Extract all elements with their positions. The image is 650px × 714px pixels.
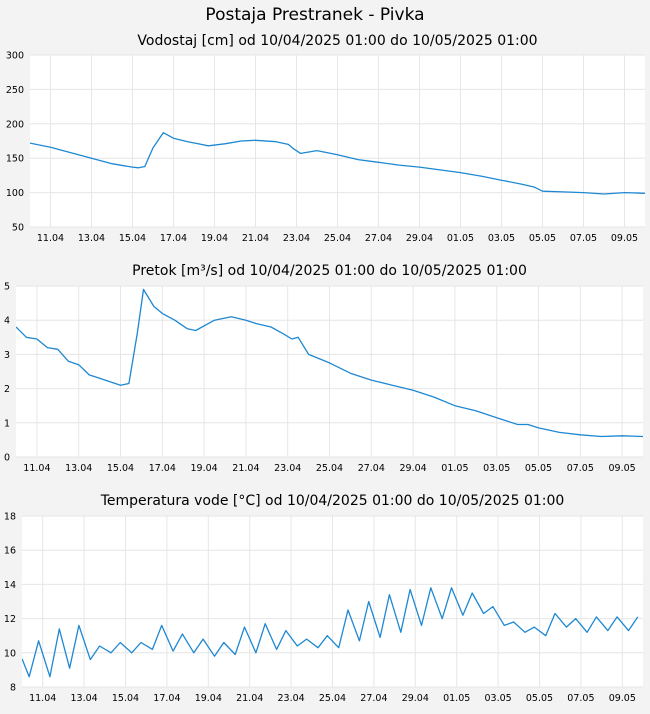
pretok-x-tick-label: 29.04 — [399, 463, 426, 474]
pretok-x-tick-label: 27.04 — [358, 463, 385, 474]
vodostaj-x-tick-label: 15.04 — [119, 233, 146, 244]
vodostaj-x-tick-label: 01.05 — [447, 233, 474, 244]
pretok-x-tick-label: 17.04 — [149, 463, 176, 474]
vodostaj-x-tick-label: 13.04 — [78, 233, 105, 244]
pretok-y-tick-label: 1 — [4, 418, 10, 429]
pretok-x-tick-label: 21.04 — [232, 463, 259, 474]
temperatura-x-tick-label: 01.05 — [443, 693, 470, 704]
temperatura-series-line — [22, 587, 639, 678]
temperatura-title: Temperatura vode [°C] od 10/04/2025 01:0… — [100, 493, 565, 509]
vodostaj-x-tick-label: 05.05 — [529, 233, 556, 244]
vodostaj-y-tick-label: 200 — [6, 119, 24, 130]
vodostaj-x-tick-label: 29.04 — [406, 233, 433, 244]
vodostaj-x-tick-label: 03.05 — [488, 233, 515, 244]
temperatura-x-tick-label: 27.04 — [360, 693, 387, 704]
vodostaj-x-tick-label: 19.04 — [201, 233, 228, 244]
vodostaj-x-tick-label: 11.04 — [37, 233, 64, 244]
vodostaj-x-tick-label: 25.04 — [324, 233, 351, 244]
pretok-x-tick-label: 15.04 — [107, 463, 134, 474]
temperatura-x-tick-label: 05.05 — [526, 693, 553, 704]
main-title: Postaja Prestranek - Pivka — [205, 5, 424, 25]
temperatura-y-tick-label: 14 — [4, 580, 16, 591]
temperatura-x-tick-label: 23.04 — [277, 693, 304, 704]
vodostaj-x-tick-label: 21.04 — [242, 233, 269, 244]
temperatura-x-tick-label: 11.04 — [29, 693, 56, 704]
pretok-x-tick-label: 01.05 — [441, 463, 468, 474]
pretok-x-tick-label: 23.04 — [274, 463, 301, 474]
temperatura-y-tick-label: 10 — [4, 648, 16, 659]
temperatura-x-tick-label: 21.04 — [236, 693, 263, 704]
temperatura-x-tick-label: 29.04 — [402, 693, 429, 704]
temperatura-x-tick-label: 09.05 — [609, 693, 636, 704]
pretok-x-tick-label: 05.05 — [525, 463, 552, 474]
pretok-x-tick-label: 19.04 — [190, 463, 217, 474]
temperatura-x-tick-label: 17.04 — [153, 693, 180, 704]
temperatura-x-tick-label: 15.04 — [112, 693, 139, 704]
vodostaj-x-tick-label: 27.04 — [365, 233, 392, 244]
vodostaj-y-tick-label: 100 — [6, 188, 24, 199]
temperatura-y-tick-label: 12 — [4, 614, 16, 625]
temperatura-chart: Temperatura vode [°C] od 10/04/2025 01:0… — [4, 493, 643, 704]
vodostaj-x-tick-label: 07.05 — [570, 233, 597, 244]
pretok-y-tick-label: 0 — [4, 453, 10, 464]
pretok-x-tick-label: 07.05 — [567, 463, 594, 474]
temperatura-y-tick-label: 18 — [4, 512, 16, 523]
vodostaj-x-tick-label: 23.04 — [283, 233, 310, 244]
vodostaj-title: Vodostaj [cm] od 10/04/2025 01:00 do 10/… — [137, 33, 537, 49]
pretok-series-line — [16, 288, 643, 438]
vodostaj-x-tick-label: 17.04 — [160, 233, 187, 244]
temperatura-x-tick-label: 19.04 — [195, 693, 222, 704]
pretok-y-tick-label: 2 — [4, 384, 10, 395]
pretok-x-tick-label: 03.05 — [483, 463, 510, 474]
temperatura-x-tick-label: 03.05 — [484, 693, 511, 704]
vodostaj-y-tick-label: 150 — [6, 154, 24, 165]
temperatura-x-tick-label: 13.04 — [70, 693, 97, 704]
temperatura-x-tick-label: 07.05 — [567, 693, 594, 704]
pretok-x-tick-label: 25.04 — [316, 463, 343, 474]
pretok-y-tick-label: 3 — [4, 350, 10, 361]
pretok-chart: Pretok [m³/s] od 10/04/2025 01:00 do 10/… — [4, 263, 643, 474]
temperatura-y-tick-label: 16 — [4, 546, 16, 557]
pretok-x-tick-label: 13.04 — [65, 463, 92, 474]
temperatura-y-tick-label: 8 — [10, 683, 16, 694]
pretok-x-tick-label: 09.05 — [608, 463, 635, 474]
vodostaj-y-tick-label: 300 — [6, 51, 24, 62]
pretok-y-tick-label: 5 — [4, 282, 10, 293]
pretok-title: Pretok [m³/s] od 10/04/2025 01:00 do 10/… — [132, 263, 527, 279]
vodostaj-y-tick-label: 50 — [12, 223, 24, 234]
vodostaj-series-line — [30, 132, 645, 195]
pretok-x-tick-label: 11.04 — [23, 463, 50, 474]
pretok-y-tick-label: 4 — [4, 316, 10, 327]
charts-container: Vodostaj [cm] od 10/04/2025 01:00 do 10/… — [4, 33, 645, 704]
temperatura-x-tick-label: 25.04 — [319, 693, 346, 704]
vodostaj-x-tick-label: 09.05 — [611, 233, 638, 244]
vodostaj-y-tick-label: 250 — [6, 85, 24, 96]
vodostaj-chart: Vodostaj [cm] od 10/04/2025 01:00 do 10/… — [6, 33, 645, 244]
